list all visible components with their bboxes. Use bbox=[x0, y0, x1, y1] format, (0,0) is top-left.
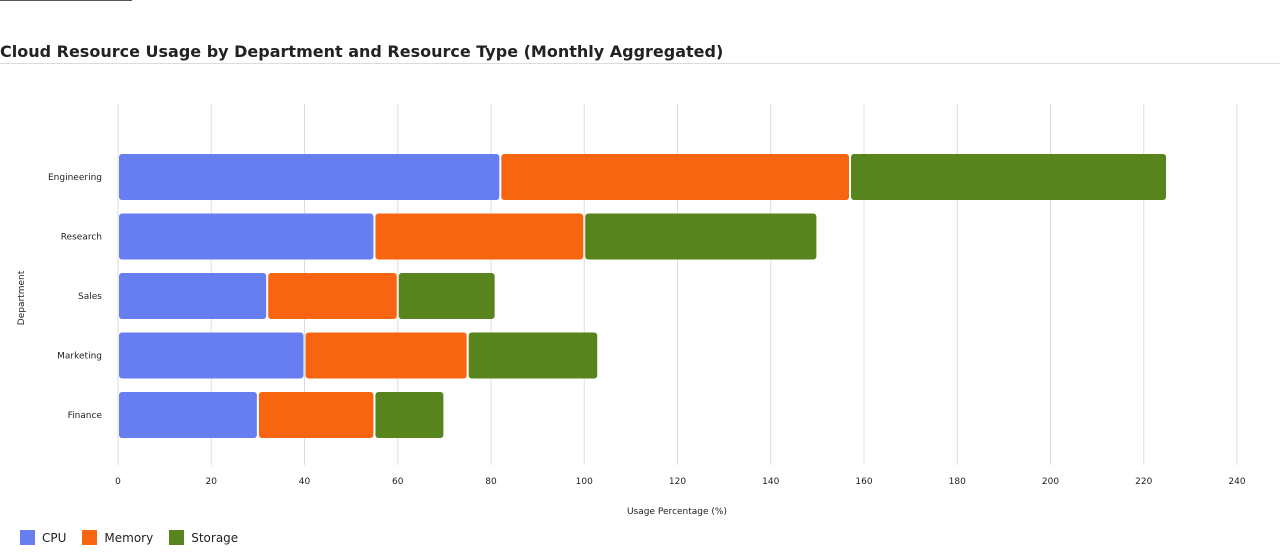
y-axis-label: Department bbox=[17, 270, 27, 325]
bars bbox=[119, 154, 1167, 438]
x-tick-label: 140 bbox=[762, 477, 779, 487]
x-tick-label: 180 bbox=[949, 477, 966, 487]
legend-label: Storage bbox=[191, 530, 239, 545]
category-label: Engineering bbox=[48, 173, 102, 183]
bar-cpu-engineering[interactable] bbox=[119, 154, 500, 200]
x-tick-label: 40 bbox=[299, 477, 311, 487]
category-label: Research bbox=[61, 233, 102, 243]
bar-storage-research[interactable] bbox=[585, 213, 817, 260]
bar-memory-engineering[interactable] bbox=[501, 154, 850, 200]
x-tick-label: 60 bbox=[392, 477, 404, 487]
legend: CPU Memory Storage bbox=[20, 530, 238, 545]
bar-storage-marketing[interactable] bbox=[468, 332, 598, 379]
bar-cpu-finance[interactable] bbox=[119, 392, 257, 438]
x-tick-label: 240 bbox=[1228, 477, 1245, 487]
bar-memory-finance[interactable] bbox=[258, 392, 374, 438]
x-axis-label: Usage Percentage (%) bbox=[627, 507, 727, 517]
legend-swatch bbox=[169, 530, 185, 545]
top-divider bbox=[0, 0, 132, 1]
x-tick-label: 100 bbox=[576, 477, 593, 487]
bar-cpu-sales[interactable] bbox=[119, 273, 267, 319]
bar-storage-finance[interactable] bbox=[375, 392, 444, 438]
x-tick-label: 20 bbox=[206, 477, 218, 487]
x-tick-label: 200 bbox=[1042, 477, 1059, 487]
x-tick-label: 0 bbox=[115, 477, 121, 487]
chart-title: Cloud Resource Usage by Department and R… bbox=[0, 42, 724, 61]
bar-storage-engineering[interactable] bbox=[851, 154, 1167, 200]
legend-item-cpu[interactable]: CPU bbox=[20, 530, 66, 545]
bar-memory-research[interactable] bbox=[375, 213, 584, 260]
bar-cpu-marketing[interactable] bbox=[119, 332, 304, 379]
bar-memory-sales[interactable] bbox=[268, 273, 397, 319]
title-divider bbox=[0, 63, 1280, 64]
x-tick-label: 220 bbox=[1135, 477, 1152, 487]
bar-storage-sales[interactable] bbox=[398, 273, 495, 319]
legend-label: Memory bbox=[104, 530, 154, 545]
category-labels: Engineering Research Sales Marketing Finance bbox=[48, 173, 102, 421]
legend-label: CPU bbox=[42, 530, 67, 545]
category-label: Finance bbox=[68, 411, 103, 421]
bar-memory-marketing[interactable] bbox=[305, 332, 467, 379]
legend-item-storage[interactable]: Storage bbox=[169, 530, 238, 545]
bar-cpu-research[interactable] bbox=[119, 213, 374, 260]
legend-swatch bbox=[82, 530, 98, 545]
x-tick-label: 120 bbox=[669, 477, 686, 487]
category-label: Sales bbox=[78, 292, 102, 302]
legend-swatch bbox=[20, 530, 35, 545]
category-label: Marketing bbox=[57, 352, 102, 362]
x-tick-label: 160 bbox=[855, 477, 872, 487]
x-tick-label: 80 bbox=[485, 477, 497, 487]
legend-item-memory[interactable]: Memory bbox=[82, 530, 153, 545]
x-tick-labels: 0 20 40 60 80 100 120 140 160 180 200 220 240 bbox=[115, 477, 1246, 487]
